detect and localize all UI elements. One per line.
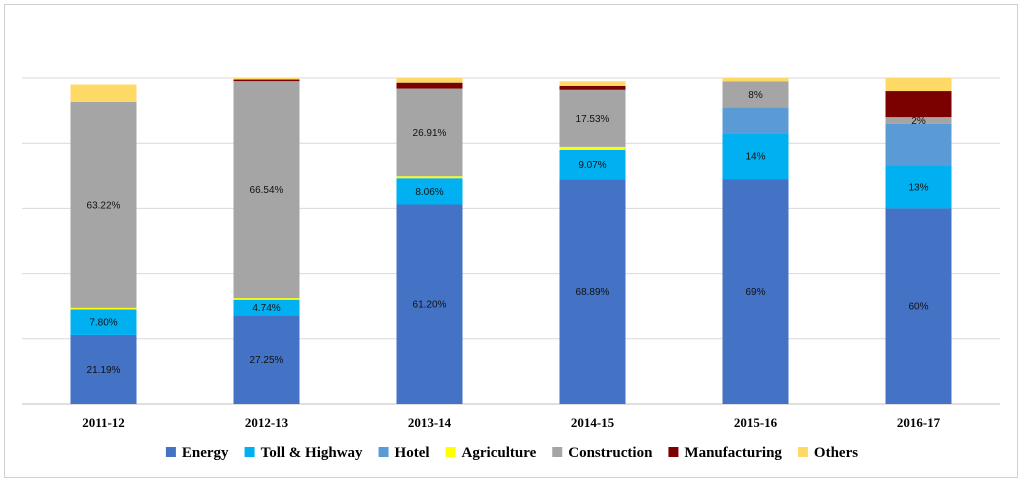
bar-segment-construction — [885, 117, 952, 124]
x-tick-label: 2013-14 — [408, 415, 452, 430]
bar-segment-hotel — [722, 107, 789, 134]
bar-segment-manufacturing — [559, 85, 626, 90]
legend-swatch-hotel — [378, 447, 389, 457]
data-label: 61.20% — [413, 300, 447, 311]
bar-segment-agriculture — [233, 298, 300, 300]
bar-segment-agriculture — [70, 307, 137, 310]
bar-segment-energy — [233, 315, 300, 404]
bar-segment-manufacturing — [233, 79, 300, 82]
bar-segment-others — [722, 78, 789, 82]
data-labels: 21.19% 7.80% 63.22% 27.25% 4.74% 66.54% 61.20%… — [87, 90, 929, 376]
bar-segment-agriculture — [559, 146, 626, 150]
bar-segment-construction — [559, 89, 626, 147]
x-tick-label: 2014-15 — [571, 415, 615, 430]
bar-segment-construction — [233, 81, 300, 299]
bar-segment-construction — [722, 81, 789, 108]
bar-segment-energy — [885, 208, 952, 404]
data-label: 21.19% — [87, 365, 121, 376]
data-label: 69% — [745, 287, 765, 298]
x-tick-label: 2011-12 — [82, 415, 125, 430]
bar-segment-others — [233, 78, 300, 80]
data-label: 8.06% — [415, 187, 443, 198]
x-tick-label: 2012-13 — [245, 415, 289, 430]
bar-segment-others — [396, 78, 463, 83]
legend: Energy Toll & Highway Hotel Agriculture Cons… — [165, 445, 858, 461]
bar-segment-toll-highway — [559, 149, 626, 180]
legend-label-manufacturing: Manufacturing — [684, 445, 782, 461]
bar-segment-manufacturing — [396, 82, 463, 89]
bar-segment-others — [70, 84, 137, 102]
legend-label-agriculture: Agriculture — [462, 445, 537, 461]
data-label: 26.91% — [413, 128, 447, 139]
chart-frame — [4, 4, 1018, 478]
bar-segment-manufacturing — [885, 91, 952, 118]
data-label: 68.89% — [576, 287, 610, 298]
bar-segment-agriculture — [396, 176, 463, 179]
bar-segment-toll-highway — [396, 178, 463, 205]
data-label: 63.22% — [87, 200, 121, 211]
x-axis-tick-labels: 2011-12 2012-13 2013-14 2014-15 2015-16 2016-… — [82, 415, 940, 430]
data-label: 9.07% — [578, 160, 606, 171]
data-label: 14% — [745, 152, 765, 163]
data-label: 60% — [908, 302, 928, 313]
data-label: 17.53% — [576, 114, 610, 125]
bar-segment-toll-highway — [70, 309, 137, 335]
x-tick-label: 2016-17 — [897, 415, 941, 430]
bar-segment-construction — [396, 88, 463, 177]
data-label: 66.54% — [250, 185, 284, 196]
legend-label-energy: Energy — [182, 445, 229, 461]
legend-label-others: Others — [814, 445, 858, 461]
x-tick-label: 2015-16 — [734, 415, 778, 430]
data-label: 27.25% — [250, 355, 284, 366]
legend-swatch-toll-highway — [244, 447, 255, 457]
legend-swatch-energy — [165, 447, 176, 457]
bar-segment-toll-highway — [722, 133, 789, 180]
bar-segment-hotel — [885, 123, 952, 167]
bar-segment-energy — [559, 179, 626, 404]
bar-segment-toll-highway — [233, 299, 300, 316]
data-label: 13% — [908, 183, 928, 194]
gridlines — [22, 77, 1000, 405]
bar-segment-energy — [722, 179, 789, 404]
data-label: 4.74% — [252, 303, 280, 314]
legend-swatch-construction — [552, 447, 563, 457]
legend-label-construction: Construction — [568, 445, 653, 461]
data-label: 7.80% — [89, 318, 117, 329]
bar-segment-others — [885, 78, 952, 92]
legend-swatch-agriculture — [445, 447, 456, 457]
bars — [70, 78, 952, 404]
legend-label-hotel: Hotel — [395, 445, 430, 461]
legend-label-toll-highway: Toll & Highway — [261, 445, 363, 461]
legend-swatch-others — [797, 447, 808, 457]
data-label: 2% — [911, 116, 926, 127]
data-label: 8% — [748, 90, 763, 101]
legend-swatch-manufacturing — [668, 447, 679, 457]
bar-segment-toll-highway — [885, 166, 952, 209]
bar-segment-energy — [396, 204, 463, 404]
bar-segment-construction — [70, 101, 137, 308]
bar-segment-energy — [70, 334, 137, 404]
bar-segment-others — [559, 81, 626, 86]
